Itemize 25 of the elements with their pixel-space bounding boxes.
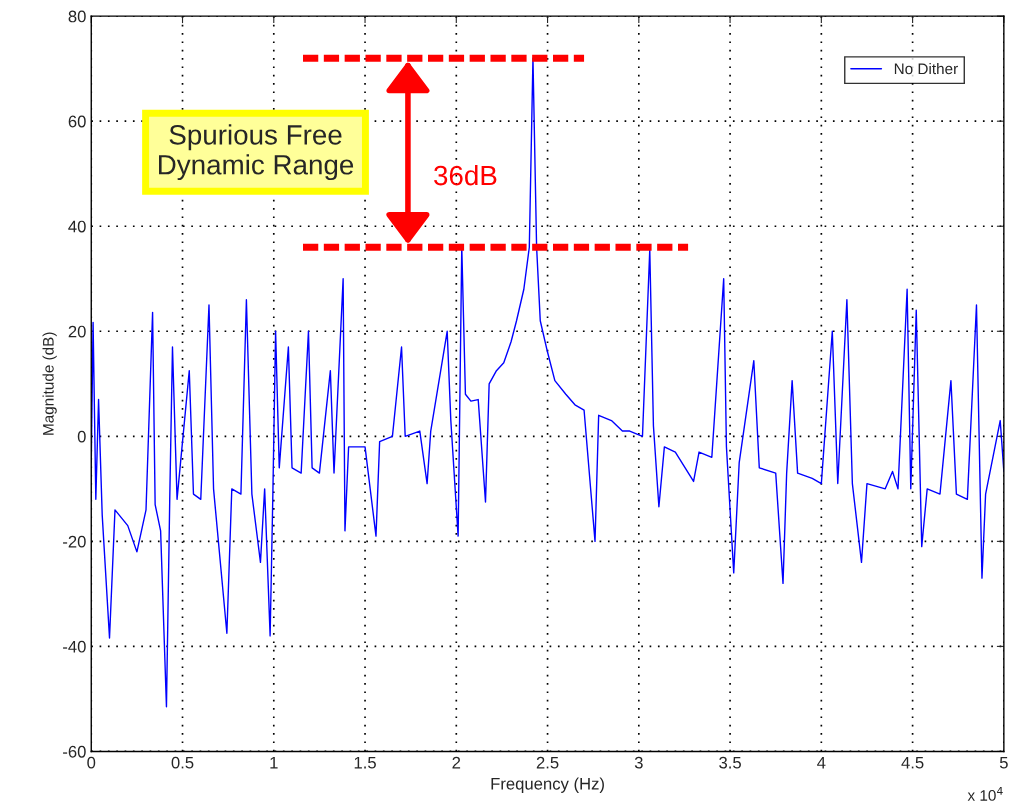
x-tick-label: 3 xyxy=(634,756,643,769)
x-tick-label: 1 xyxy=(270,756,278,769)
x-tick-label: 5 xyxy=(999,756,1008,769)
legend-label: No Dither xyxy=(894,63,958,75)
x-tick-label: 4.5 xyxy=(901,756,924,769)
x-tick-label: 2 xyxy=(452,756,461,769)
annotation: Spurious Free Dynamic Range xyxy=(159,124,354,181)
y-tick-label: -60 xyxy=(63,745,86,758)
y-tick-label: -40 xyxy=(63,640,86,653)
x-axis-title: Frequency (Hz) xyxy=(491,777,604,793)
annotation: 36dB xyxy=(434,164,497,186)
x-tick-label: 0 xyxy=(87,756,96,769)
y-tick-label: 80 xyxy=(68,10,86,23)
y-tick-label: 60 xyxy=(68,115,86,128)
y-tick-label: 40 xyxy=(68,220,86,233)
y-axis-title: Magnitude (dB) xyxy=(42,332,57,435)
y-tick-label: 20 xyxy=(68,325,86,338)
x-tick-label: 4 xyxy=(817,756,826,769)
y-tick-label: 0 xyxy=(77,430,86,443)
y-tick-label: -20 xyxy=(63,535,86,548)
x-tick-label: 1.5 xyxy=(354,756,376,769)
x-tick-label: 0.5 xyxy=(171,756,194,769)
x-tick-label: 3.5 xyxy=(719,756,741,769)
x-tick-label: 2.5 xyxy=(536,756,559,769)
text: x 10$^{4}$ xyxy=(967,787,1003,801)
